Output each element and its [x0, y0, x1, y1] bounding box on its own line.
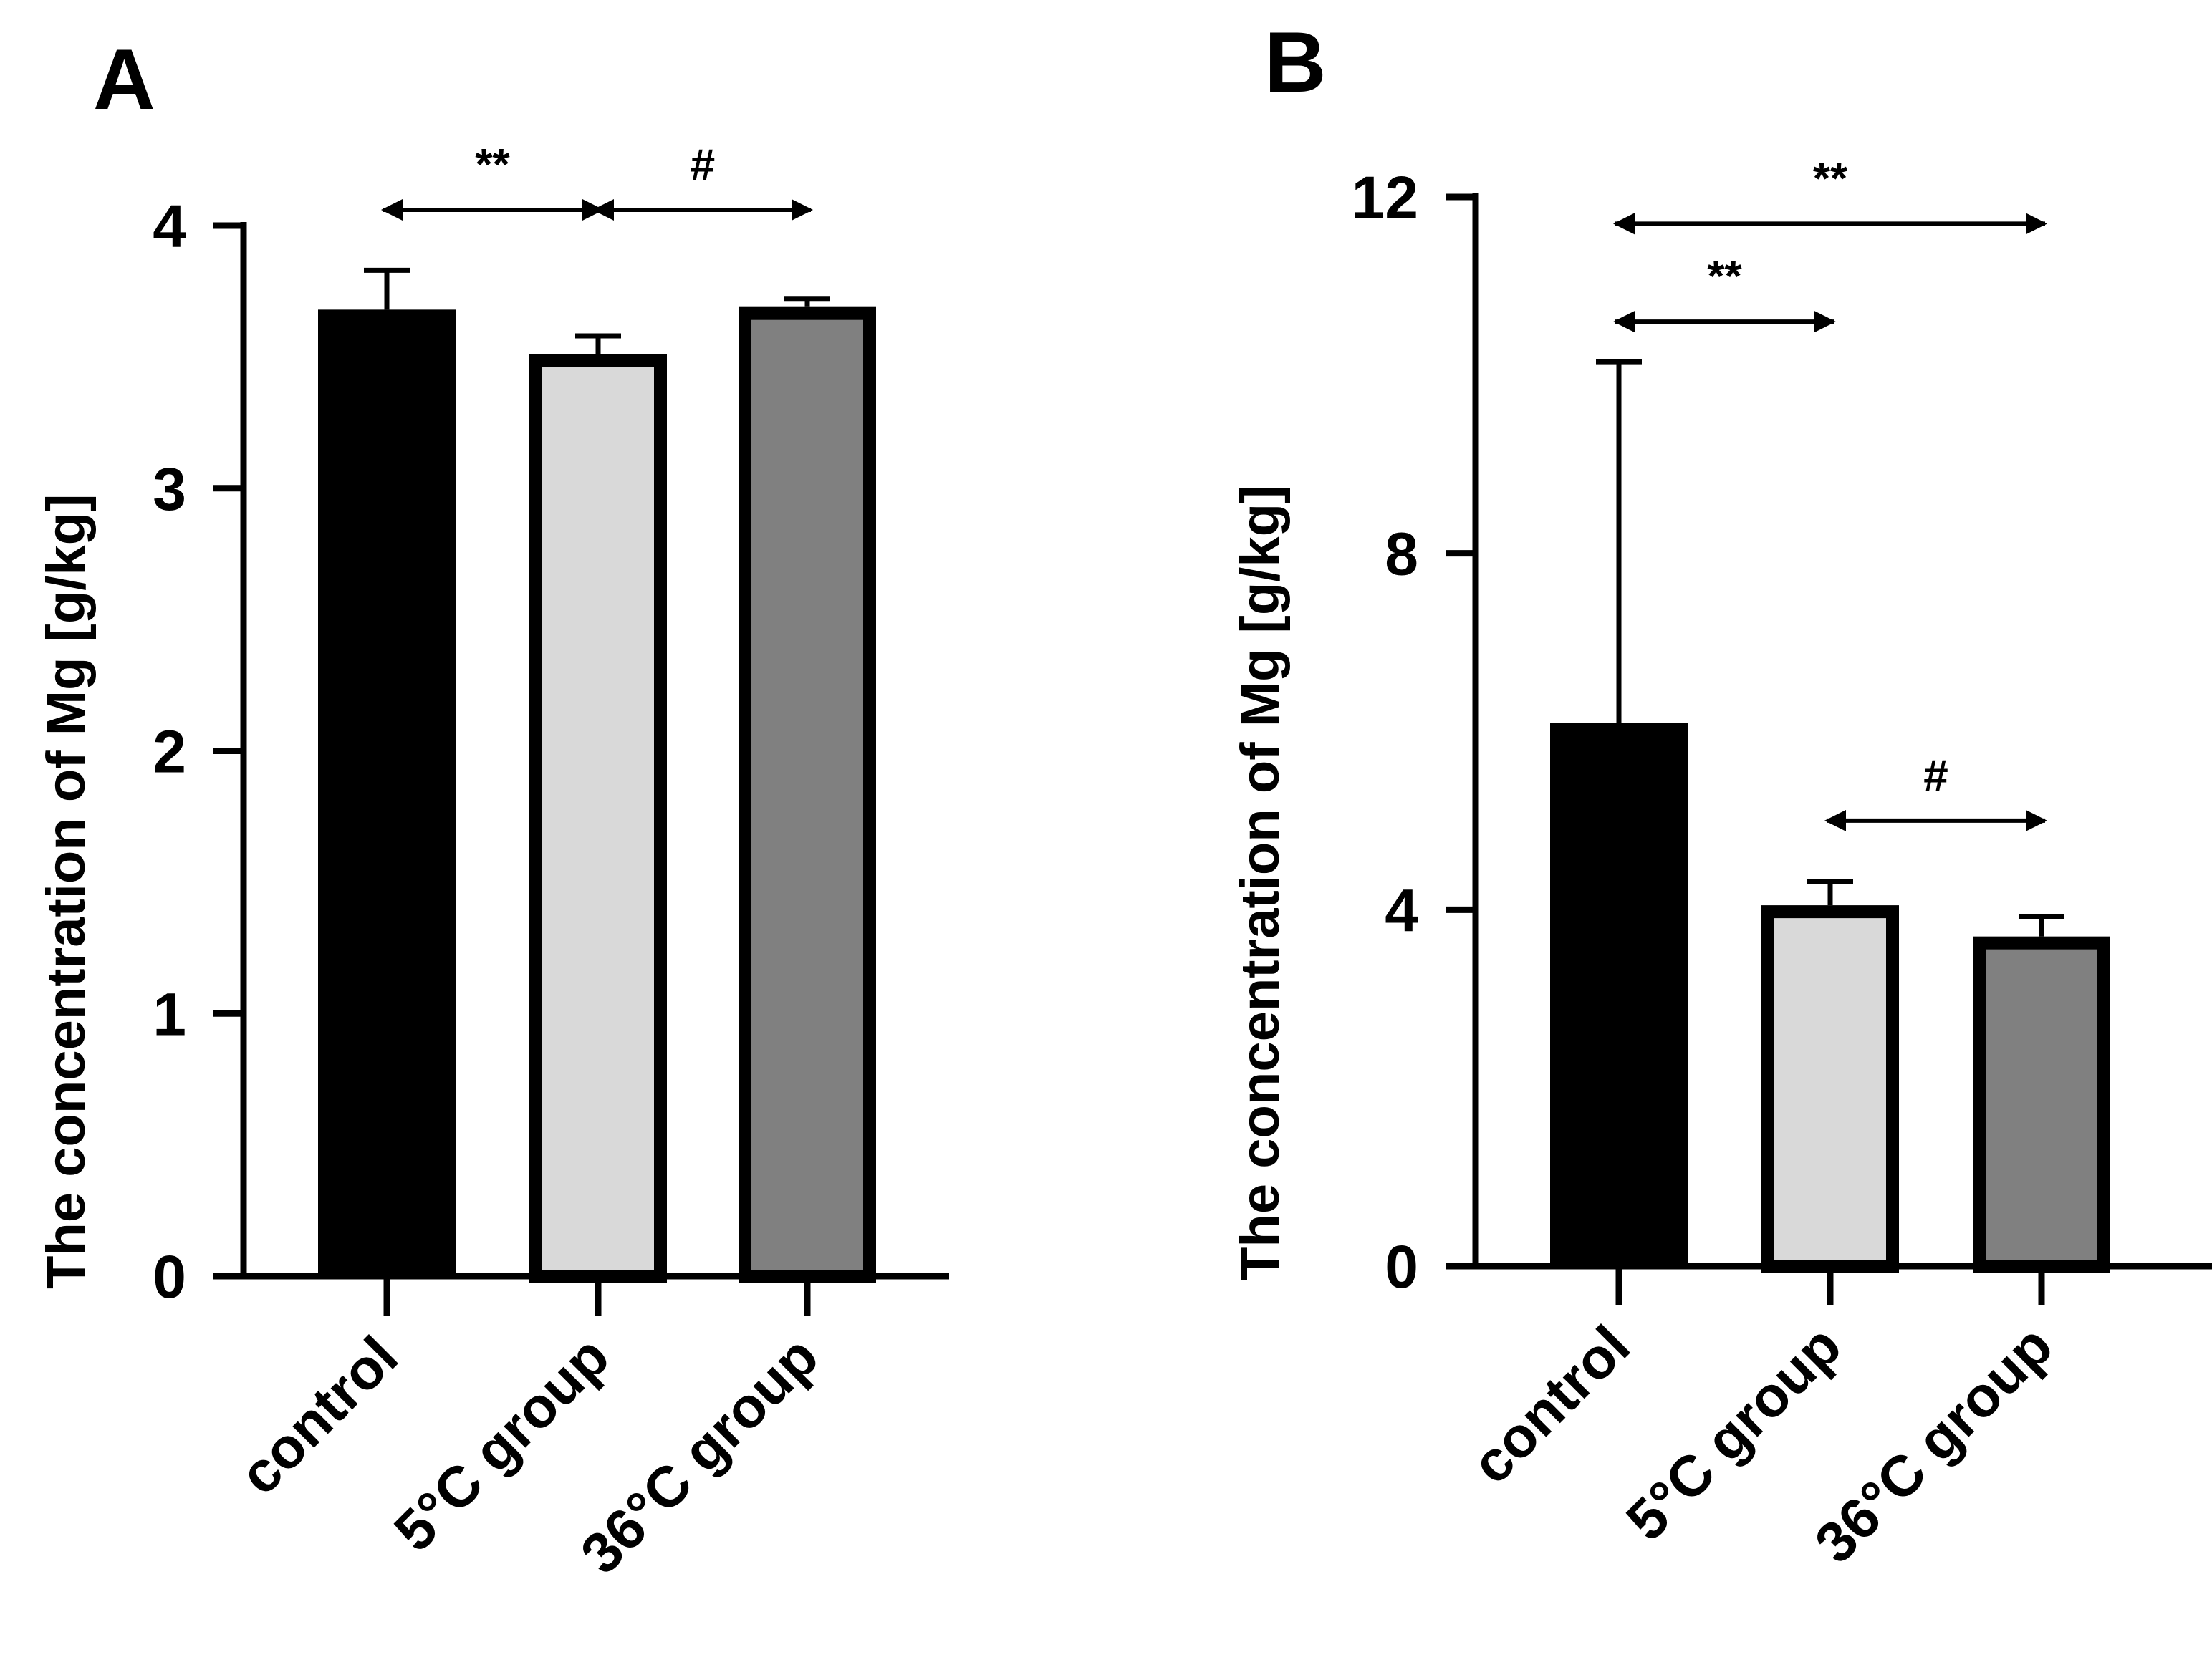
panel-a-y-tick-label-4: 4 — [153, 193, 186, 260]
panel-a-bar-2 — [739, 306, 876, 1283]
panel-a-bar-0 — [318, 309, 456, 1276]
panel-a-y-tick-label-0: 0 — [153, 1243, 186, 1310]
panel-a-bar-1 — [529, 354, 667, 1283]
panel-b-bar-1 — [1761, 905, 1899, 1273]
panel-b-y-tick-label-3: 12 — [1352, 164, 1418, 231]
panel-a-letter: A — [93, 32, 155, 127]
panel-a-y-axis-label: The concentration of Mg [g/kg] — [36, 494, 97, 1289]
panel-b: B The concentration of Mg [g/kg] 0 4 8 12 co… — [1230, 14, 2212, 1575]
panel-b-y-tick-label-2: 8 — [1385, 521, 1418, 588]
panel-a: A The concentration of Mg [g/kg] 0 1 2 3 4 co… — [36, 32, 949, 1585]
panel-a-y-tick-label-1: 1 — [153, 980, 186, 1048]
panel-b-y-axis-label: The concentration of Mg [g/kg] — [1230, 486, 1291, 1280]
panel-a-category-label-0: control — [227, 1324, 410, 1507]
panel-a-y-tick-label-2: 2 — [153, 718, 186, 786]
panel-a-y-tick-label-3: 3 — [153, 455, 186, 523]
panel-b-bar-0 — [1550, 723, 1688, 1266]
panel-a-significance-label-1: # — [691, 140, 715, 190]
panel-b-y-tick-label-0: 0 — [1385, 1233, 1418, 1300]
panel-b-letter: B — [1264, 14, 1327, 110]
panel-b-bar-2 — [1973, 936, 2110, 1273]
panel-b-significance-label-1: ** — [1707, 252, 1742, 301]
panel-b-significance-label-2: # — [1923, 751, 1948, 801]
panel-b-significance-label-0: ** — [1813, 154, 1848, 203]
panel-b-y-tick-label-1: 4 — [1385, 877, 1418, 944]
panel-b-category-label-0: control — [1459, 1313, 1642, 1496]
panel-a-significance-label-0: ** — [475, 140, 510, 190]
